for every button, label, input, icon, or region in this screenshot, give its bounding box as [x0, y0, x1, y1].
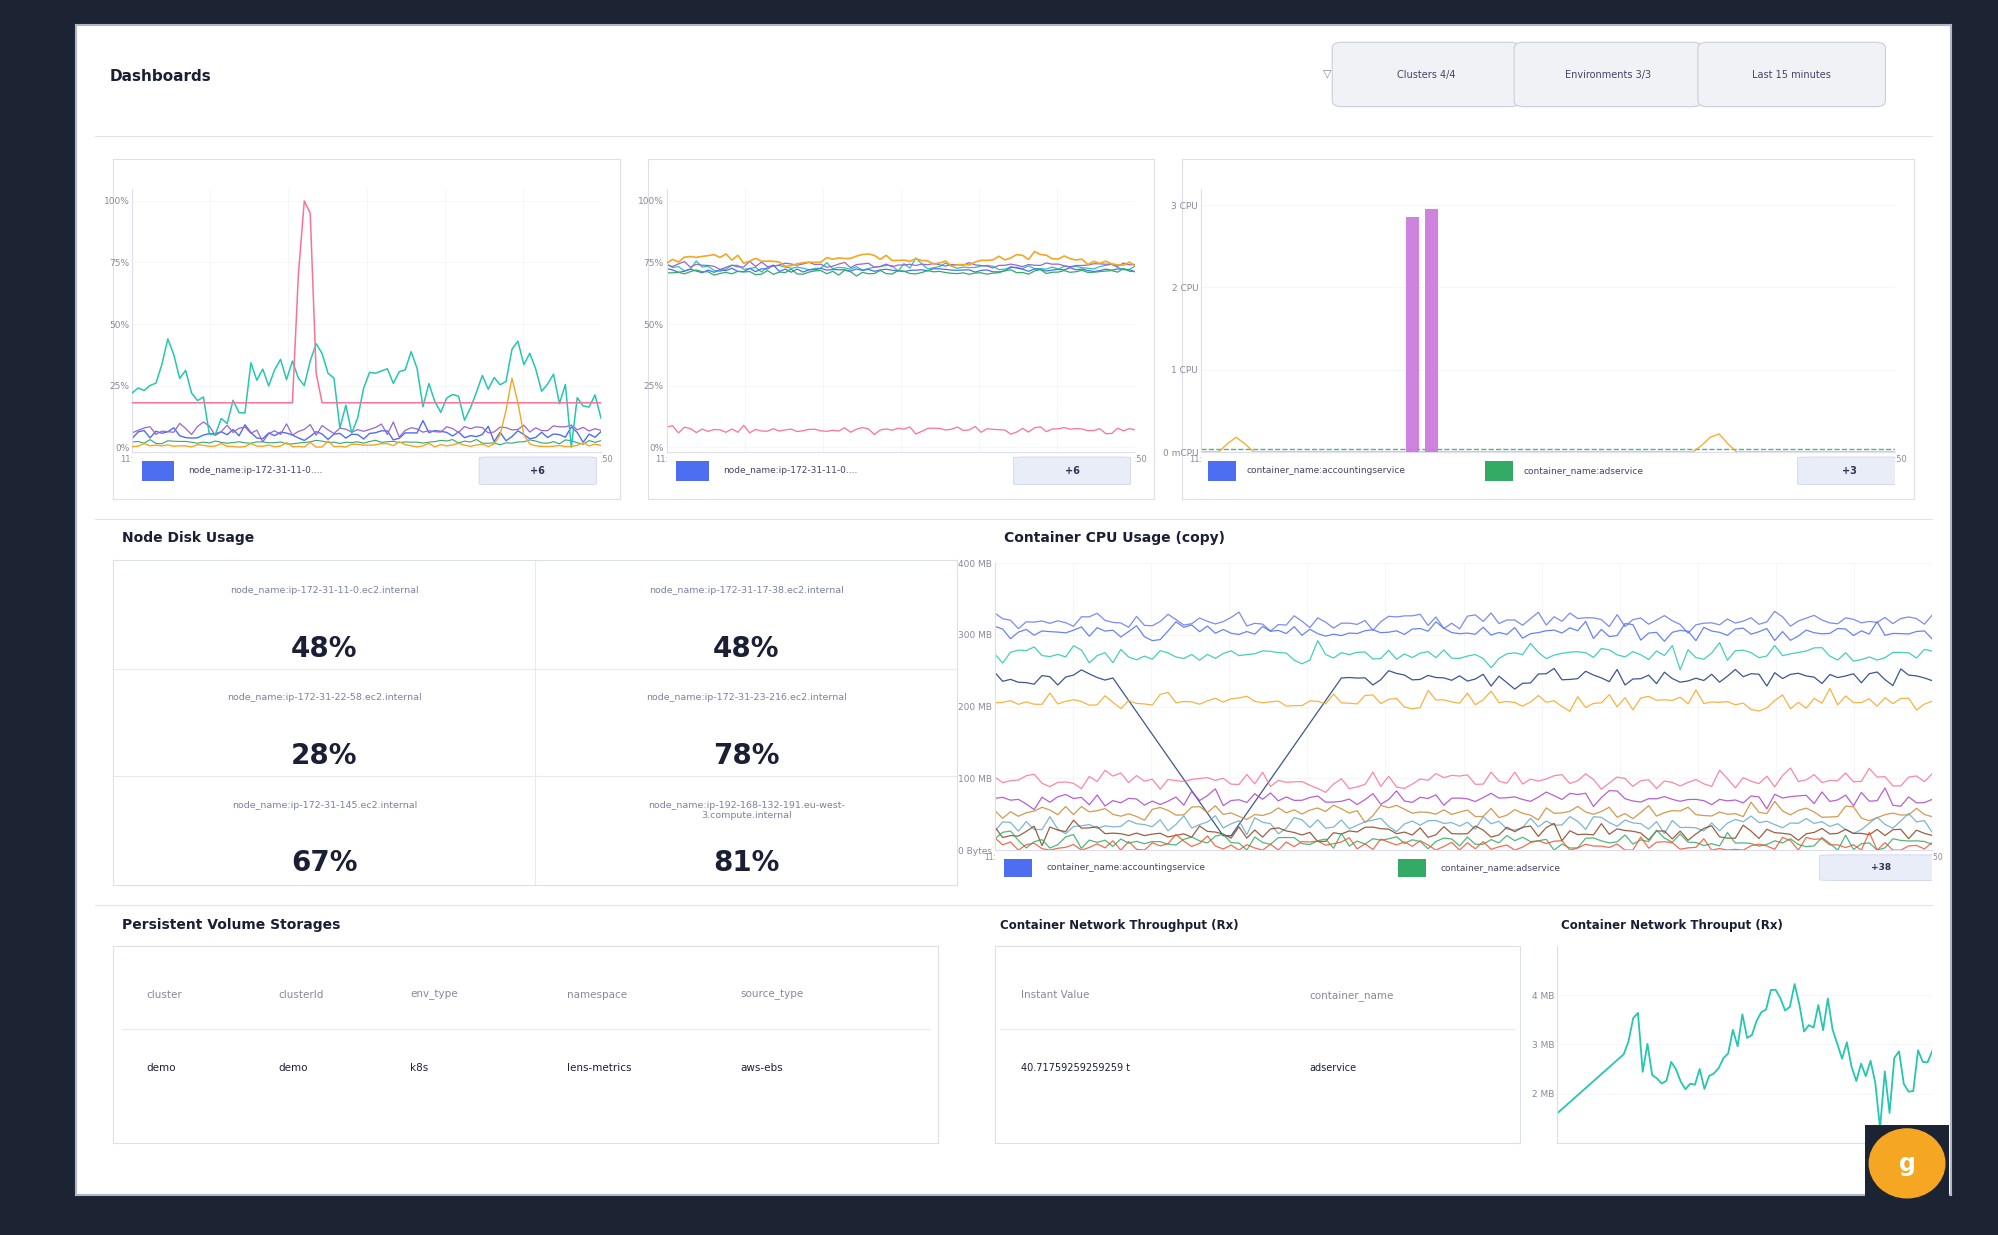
Bar [675, 461, 709, 480]
Text: lens-metrics: lens-metrics [567, 1063, 631, 1073]
Text: clusterId: clusterId [278, 990, 324, 1000]
Text: 40.71759259259259 t: 40.71759259259259 t [1021, 1063, 1129, 1073]
Text: g: g [1898, 1152, 1914, 1176]
Text: 28%: 28% [292, 742, 358, 769]
Text: env_type: env_type [410, 990, 458, 1000]
Text: Persistent Volume Storages: Persistent Volume Storages [122, 918, 340, 932]
Bar [1407, 217, 1419, 452]
Text: node_name:ip-192-168-132-191.eu-west-
3.compute.internal: node_name:ip-192-168-132-191.eu-west- 3.… [647, 800, 845, 820]
Text: Last 15 minutes: Last 15 minutes [1752, 70, 1830, 80]
Text: Dashboards: Dashboards [110, 69, 212, 84]
FancyBboxPatch shape [1331, 42, 1518, 106]
Text: container_name:adservice: container_name:adservice [1439, 863, 1558, 872]
Text: node_name:ip-172-31-11-0.ec2.internal: node_name:ip-172-31-11-0.ec2.internal [230, 585, 418, 595]
Text: 81%: 81% [713, 850, 779, 877]
Text: aws-ebs: aws-ebs [739, 1063, 783, 1073]
Text: ▽: ▽ [1323, 69, 1331, 79]
Text: +38: +38 [1870, 863, 1890, 872]
Text: 48%: 48% [292, 635, 358, 663]
Text: Container Network Throughput (Rx): Container Network Throughput (Rx) [999, 919, 1239, 931]
Text: k8s: k8s [410, 1063, 428, 1073]
FancyBboxPatch shape [480, 457, 595, 484]
Text: node_name:ip-172-31-22-58.ec2.internal: node_name:ip-172-31-22-58.ec2.internal [228, 693, 422, 703]
Text: container_name:accountingservice: container_name:accountingservice [1045, 863, 1205, 872]
Circle shape [1868, 1129, 1944, 1198]
Text: 48%: 48% [713, 635, 779, 663]
Text: +6: +6 [1065, 466, 1079, 475]
FancyBboxPatch shape [1696, 42, 1884, 106]
Text: container_name: container_name [1309, 989, 1393, 1000]
Bar [1425, 209, 1437, 452]
Text: Container CPU Usage (copy): Container CPU Usage (copy) [1003, 531, 1225, 545]
Bar [1485, 461, 1512, 480]
Text: Environments 3/3: Environments 3/3 [1564, 70, 1650, 80]
Text: node_name:ip-172-31-145.ec2.internal: node_name:ip-172-31-145.ec2.internal [232, 800, 418, 810]
Text: +6: +6 [529, 466, 545, 475]
Bar [1003, 858, 1031, 877]
Text: adservice: adservice [1309, 1063, 1357, 1073]
FancyBboxPatch shape [1512, 42, 1700, 106]
Bar [1397, 858, 1425, 877]
Text: Node Disk Usage: Node Disk Usage [122, 531, 254, 545]
Text: container_name:adservice: container_name:adservice [1522, 467, 1642, 475]
FancyBboxPatch shape [1818, 855, 1940, 881]
Bar [1207, 461, 1235, 480]
Text: container_name:accountingservice: container_name:accountingservice [1245, 467, 1405, 475]
Text: demo: demo [146, 1063, 176, 1073]
Text: 67%: 67% [292, 850, 358, 877]
Text: node_name:ip-172-31-11-0....: node_name:ip-172-31-11-0.... [188, 467, 324, 475]
Bar [142, 461, 174, 480]
Text: Container Network Throuput (Rx): Container Network Throuput (Rx) [1560, 919, 1782, 931]
FancyBboxPatch shape [1013, 457, 1131, 484]
Text: demo: demo [278, 1063, 308, 1073]
FancyBboxPatch shape [1796, 457, 1900, 484]
Text: Instant Value: Instant Value [1021, 990, 1089, 1000]
Text: Clusters 4/4: Clusters 4/4 [1397, 70, 1455, 80]
Text: cluster: cluster [146, 990, 182, 1000]
Text: source_type: source_type [739, 990, 803, 1000]
Text: namespace: namespace [567, 990, 627, 1000]
Text: node_name:ip-172-31-23-216.ec2.internal: node_name:ip-172-31-23-216.ec2.internal [645, 693, 847, 703]
Text: 78%: 78% [713, 742, 779, 769]
Text: node_name:ip-172-31-17-38.ec2.internal: node_name:ip-172-31-17-38.ec2.internal [649, 585, 843, 595]
Text: node_name:ip-172-31-11-0....: node_name:ip-172-31-11-0.... [723, 467, 857, 475]
Text: +3: +3 [1842, 466, 1856, 475]
